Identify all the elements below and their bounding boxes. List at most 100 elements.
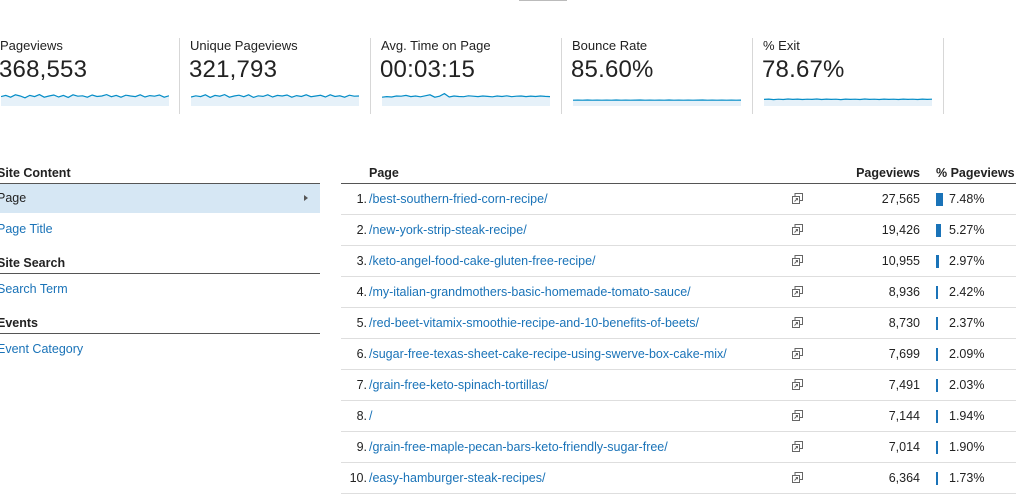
nav-item-page-title[interactable]: Page Title xyxy=(0,222,53,236)
metric-bounce-rate[interactable]: Bounce Rate 85.60% xyxy=(571,38,753,114)
column-header-page[interactable]: Page xyxy=(369,166,399,180)
page-link[interactable]: /easy-hamburger-steak-recipes/ xyxy=(369,471,546,485)
pct-pageviews-value: 1.94% xyxy=(949,409,985,423)
metric-pageviews[interactable]: Pageviews 368,553 xyxy=(0,38,180,114)
pct-pageviews-value: 1.73% xyxy=(949,471,985,485)
row-index: 5. xyxy=(356,316,367,330)
pct-pageviews-bar xyxy=(936,224,941,237)
nav-item-page[interactable]: Page xyxy=(0,184,320,213)
page-link[interactable]: /grain-free-keto-spinach-tortillas/ xyxy=(369,378,549,392)
open-in-new-window-icon[interactable] xyxy=(792,193,803,204)
page-link[interactable]: /my-italian-grandmothers-basic-homemade-… xyxy=(369,285,691,299)
sparkline xyxy=(382,92,550,106)
table-row: 1./best-southern-fried-corn-recipe/27,56… xyxy=(341,184,1016,215)
open-in-new-window-icon[interactable] xyxy=(792,317,803,328)
pageviews-value: 19,426 xyxy=(881,223,920,237)
open-in-new-window-icon[interactable] xyxy=(792,410,803,421)
sparkline xyxy=(1,93,169,106)
pct-pageviews-bar xyxy=(936,317,938,330)
sparkline-area xyxy=(1,94,169,106)
metric-value: 321,793 xyxy=(189,56,278,83)
pct-pageviews-value: 7.48% xyxy=(949,192,985,206)
row-index: 6. xyxy=(356,347,367,361)
metric-divider xyxy=(752,38,753,114)
pct-pageviews-bar xyxy=(936,193,943,206)
metric-avg-time-on-page[interactable]: Avg. Time on Page 00:03:15 xyxy=(380,38,562,114)
metric-exit[interactable]: % Exit 78.67% xyxy=(762,38,944,114)
row-index: 2. xyxy=(356,223,367,237)
row-index: 9. xyxy=(356,440,367,454)
metric-label: Bounce Rate xyxy=(572,38,648,53)
pageviews-value: 7,014 xyxy=(888,440,920,454)
page-link[interactable]: /new-york-strip-steak-recipe/ xyxy=(369,223,527,237)
metric-value: 00:03:15 xyxy=(380,56,476,83)
pct-pageviews-value: 5.27% xyxy=(949,223,985,237)
table-row: 7./grain-free-keto-spinach-tortillas/7,4… xyxy=(341,370,1016,401)
row-index: 4. xyxy=(356,285,367,299)
nav-divider xyxy=(0,273,320,274)
metric-label: Unique Pageviews xyxy=(190,38,298,53)
nav-divider xyxy=(0,183,320,184)
pageviews-value: 7,699 xyxy=(888,347,920,361)
pct-pageviews-value: 2.42% xyxy=(949,285,985,299)
nav-item-event-category[interactable]: Event Category xyxy=(0,342,84,356)
column-header-pageviews[interactable]: Pageviews xyxy=(856,166,920,180)
page-link[interactable]: /sugar-free-texas-sheet-cake-recipe-usin… xyxy=(369,347,727,361)
open-in-new-window-icon[interactable] xyxy=(792,379,803,390)
metric-divider xyxy=(943,38,944,114)
open-in-new-window-icon[interactable] xyxy=(792,472,803,483)
row-index: 3. xyxy=(356,254,367,268)
metric-unique-pageviews[interactable]: Unique Pageviews 321,793 xyxy=(189,38,371,114)
metric-label: % Exit xyxy=(763,38,800,53)
table-row: 5./red-beet-vitamix-smoothie-recipe-and-… xyxy=(341,308,1016,339)
metric-label: Avg. Time on Page xyxy=(381,38,491,53)
pct-pageviews-value: 2.97% xyxy=(949,254,985,268)
metric-divider xyxy=(179,38,180,114)
page-link[interactable]: / xyxy=(369,409,373,423)
column-header-pct-pageviews[interactable]: % Pageviews xyxy=(936,166,1015,180)
header-divider xyxy=(341,183,1016,184)
pct-pageviews-bar xyxy=(936,410,938,423)
metrics-strip: Pageviews 368,553 Unique Pageviews 321,7… xyxy=(0,38,944,114)
page-link[interactable]: /red-beet-vitamix-smoothie-recipe-and-10… xyxy=(369,316,700,330)
sparkline xyxy=(191,93,359,106)
open-in-new-window-icon[interactable] xyxy=(792,348,803,359)
sparkline-area xyxy=(382,93,550,106)
pageviews-value: 27,565 xyxy=(881,192,920,206)
sparkline xyxy=(573,99,741,106)
table-row: 6./sugar-free-texas-sheet-cake-recipe-us… xyxy=(341,339,1016,370)
pct-pageviews-value: 1.90% xyxy=(949,440,985,454)
metric-divider xyxy=(370,38,371,114)
metric-divider xyxy=(561,38,562,114)
open-in-new-window-icon[interactable] xyxy=(792,255,803,266)
open-in-new-window-icon[interactable] xyxy=(792,441,803,452)
page-link[interactable]: /keto-angel-food-cake-gluten-free-recipe… xyxy=(369,254,596,268)
row-index: 7. xyxy=(356,378,367,392)
nav-item-label: Page xyxy=(0,191,27,205)
pageviews-value: 8,730 xyxy=(888,316,920,330)
pageviews-value: 7,491 xyxy=(888,378,920,392)
metric-value: 368,553 xyxy=(0,56,88,83)
nav-heading-site-search: Site Search xyxy=(0,256,66,270)
table-row: 3./keto-angel-food-cake-gluten-free-reci… xyxy=(341,246,1016,277)
pageviews-value: 10,955 xyxy=(881,254,920,268)
sparkline-line xyxy=(191,93,359,99)
pct-pageviews-bar xyxy=(936,286,938,299)
pct-pageviews-value: 2.37% xyxy=(949,316,985,330)
nav-item-search-term[interactable]: Search Term xyxy=(0,282,68,296)
sparkline-area xyxy=(764,99,932,106)
sparkline-area xyxy=(191,94,359,106)
open-in-new-window-icon[interactable] xyxy=(792,286,803,297)
pct-pageviews-value: 2.03% xyxy=(949,378,985,392)
open-in-new-window-icon[interactable] xyxy=(792,224,803,235)
pct-pageviews-bar xyxy=(936,255,939,268)
caret-right-icon xyxy=(304,195,308,201)
table-row: 4./my-italian-grandmothers-basic-homemad… xyxy=(341,277,1016,308)
page-link[interactable]: /best-southern-fried-corn-recipe/ xyxy=(369,192,548,206)
nav-heading-site-content: Site Content xyxy=(0,166,71,180)
pageviews-value: 7,144 xyxy=(888,409,920,423)
page-link[interactable]: /grain-free-maple-pecan-bars-keto-friend… xyxy=(369,440,668,454)
metric-label: Pageviews xyxy=(0,38,63,53)
pct-pageviews-value: 2.09% xyxy=(949,347,985,361)
row-index: 8. xyxy=(356,409,367,423)
